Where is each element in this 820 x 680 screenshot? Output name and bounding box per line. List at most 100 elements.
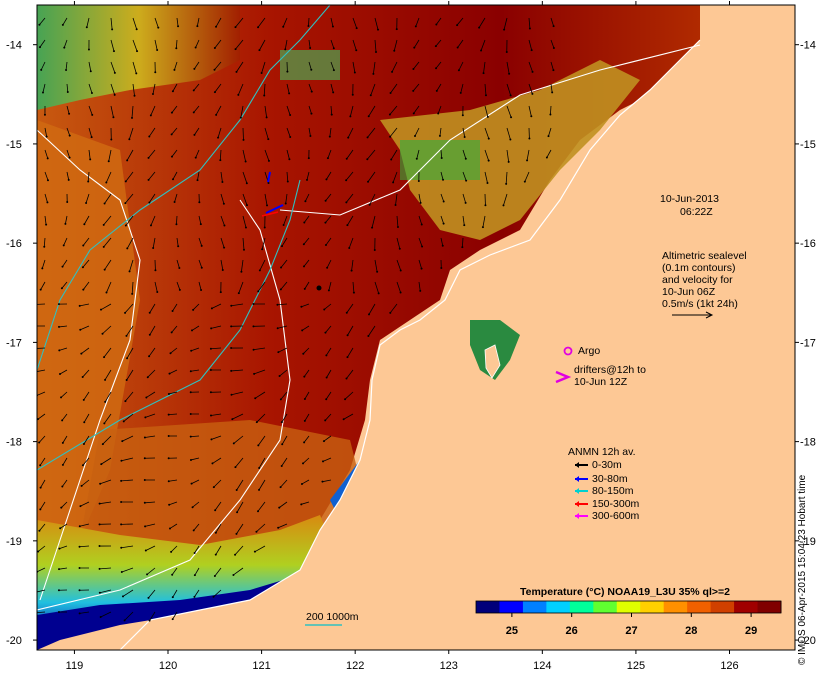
velocity-arrow-head	[510, 116, 513, 119]
velocity-arrow	[85, 193, 90, 204]
velocity-arrow	[83, 435, 90, 445]
velocity-arrow	[131, 105, 134, 118]
velocity-arrow	[343, 413, 354, 420]
velocity-arrow	[368, 325, 376, 337]
velocity-arrow	[329, 127, 332, 137]
velocity-arrow	[101, 457, 112, 465]
velocity-arrow-head	[342, 418, 345, 421]
velocity-arrow	[253, 347, 266, 351]
velocity-arrow-head	[482, 72, 485, 75]
velocity-arrow	[550, 17, 554, 27]
velocity-arrow-head	[545, 156, 548, 159]
velocity-arrow-head	[60, 506, 63, 509]
velocity-arrow	[237, 83, 244, 96]
velocity-arrow	[325, 193, 332, 202]
velocity-arrow	[277, 303, 288, 306]
velocity-arrow	[231, 303, 244, 307]
velocity-arrow-head	[252, 348, 255, 351]
velocity-arrow-head	[456, 24, 459, 27]
velocity-arrow-head	[82, 443, 85, 446]
velocity-arrow-head	[234, 466, 237, 469]
velocity-arrow	[37, 589, 46, 593]
velocity-arrow	[346, 303, 354, 313]
colorbar-segment	[663, 601, 688, 613]
velocity-arrow-head	[98, 523, 101, 526]
velocity-arrow-head	[549, 113, 552, 116]
velocity-arrow-head	[200, 244, 203, 247]
velocity-arrow-head	[288, 92, 291, 95]
velocity-arrow	[124, 611, 134, 621]
velocity-arrow	[83, 215, 90, 225]
velocity-arrow	[126, 325, 134, 337]
velocity-arrow	[154, 39, 158, 51]
velocity-arrow-head	[282, 25, 285, 28]
depth-scale-label: 200 1000m	[306, 611, 359, 623]
velocity-arrow-head	[278, 506, 281, 509]
velocity-arrow-head	[371, 226, 374, 229]
velocity-arrow	[145, 413, 156, 418]
velocity-arrow-head	[322, 440, 325, 443]
velocity-arrow-head	[78, 525, 81, 528]
velocity-arrow-head	[461, 114, 464, 117]
velocity-arrow	[304, 281, 310, 290]
velocity-arrow-head	[144, 525, 147, 528]
velocity-arrow-head	[170, 111, 173, 114]
velocity-arrow-head	[61, 485, 64, 488]
velocity-arrow-head	[178, 288, 181, 291]
velocity-arrow	[146, 391, 156, 398]
velocity-arrow	[100, 611, 112, 618]
velocity-arrow-head	[252, 303, 255, 306]
velocity-arrow	[418, 237, 423, 247]
velocity-arrow-head	[377, 28, 380, 31]
velocity-arrow-head	[437, 112, 440, 115]
velocity-arrow-head	[90, 136, 93, 139]
velocity-arrow	[462, 149, 467, 159]
velocity-arrow	[58, 567, 68, 570]
velocity-arrow	[393, 39, 398, 51]
velocity-arrow-head	[301, 329, 304, 332]
velocity-arrow-head	[237, 292, 240, 295]
velocity-arrow	[235, 39, 244, 50]
velocity-arrow-head	[414, 135, 417, 138]
velocity-arrow	[348, 237, 354, 249]
velocity-arrow	[190, 369, 200, 372]
velocity-arrow-head	[68, 112, 71, 115]
velocity-arrow-head	[148, 135, 151, 138]
velocity-arrow-head	[189, 435, 192, 438]
velocity-arrow	[301, 325, 310, 331]
velocity-arrow-head	[263, 94, 266, 97]
velocity-arrow	[176, 259, 180, 269]
velocity-arrow	[242, 171, 248, 184]
velocity-arrow	[169, 501, 178, 506]
velocity-arrow	[391, 61, 398, 73]
velocity-arrow-head	[414, 25, 417, 28]
velocity-arrow-head	[221, 181, 224, 184]
velocity-arrow	[37, 545, 46, 552]
velocity-arrow-head	[143, 457, 146, 460]
velocity-arrow-head	[147, 156, 150, 159]
velocity-arrow-head	[242, 248, 245, 251]
velocity-arrow	[100, 303, 112, 311]
velocity-arrow-head	[124, 311, 127, 314]
velocity-arrow	[104, 369, 112, 381]
velocity-arrow-head	[277, 526, 280, 529]
lat-tick-label: -19	[6, 536, 22, 548]
velocity-arrow	[121, 479, 134, 482]
timestamp-line1: 10-Jun-2013	[660, 193, 719, 205]
velocity-arrow-head	[223, 224, 226, 227]
velocity-arrow	[170, 347, 178, 354]
velocity-arrow-head	[104, 400, 107, 403]
velocity-arrow	[546, 149, 552, 158]
velocity-arrow	[215, 545, 222, 555]
velocity-arrow	[279, 369, 288, 377]
velocity-arrow-head	[107, 160, 110, 163]
velocity-arrow-head	[280, 266, 283, 269]
velocity-arrow-head	[252, 325, 255, 328]
colorbar	[475, 600, 782, 614]
velocity-arrow-head	[344, 398, 347, 401]
velocity-arrow	[506, 105, 512, 118]
velocity-reference-arrow	[672, 311, 714, 319]
velocity-arrow-head	[300, 503, 303, 506]
velocity-arrow-head	[505, 50, 508, 53]
velocity-arrow-head	[327, 289, 330, 292]
